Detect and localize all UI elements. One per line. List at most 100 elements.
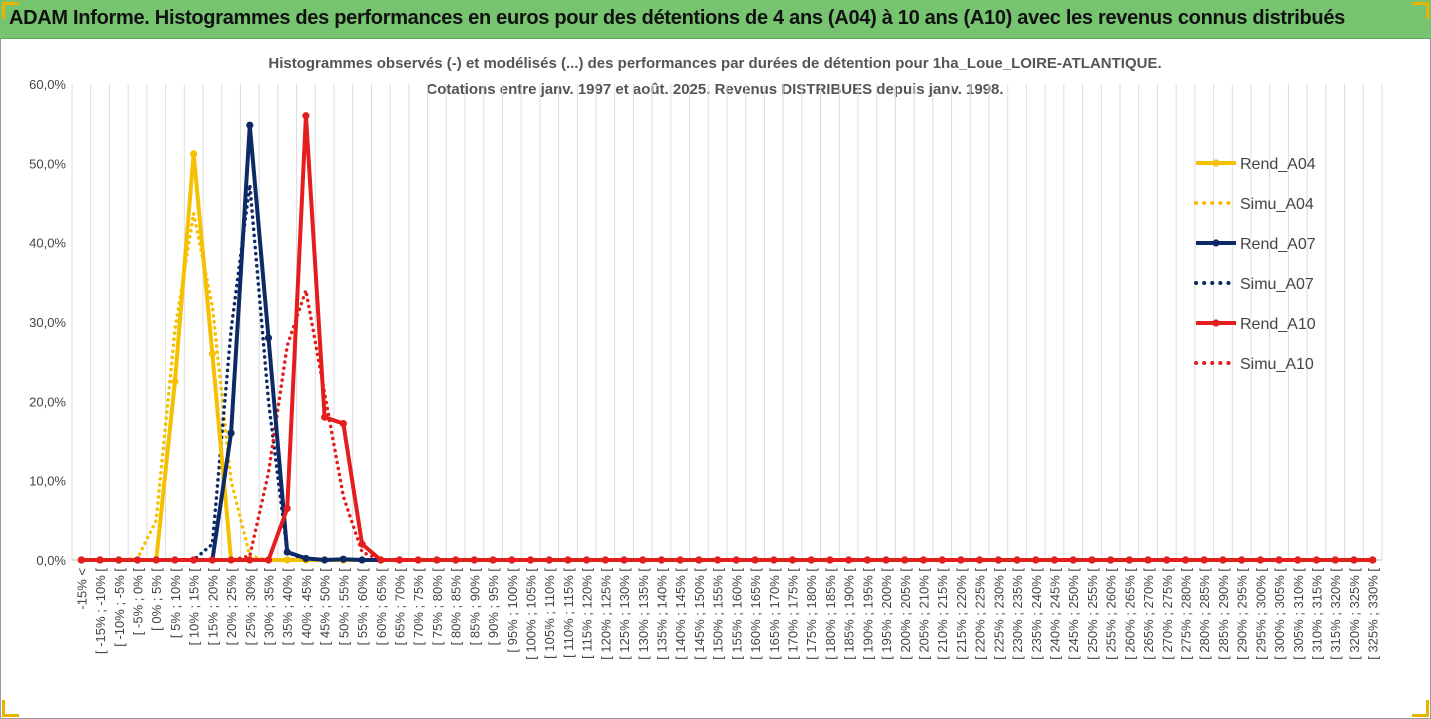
x-tick-label: [ 55% ; 60% [ xyxy=(355,568,370,646)
x-tick-label: [ 115% ; 120% [ xyxy=(580,568,595,659)
selection-handle-top-left[interactable] xyxy=(2,2,19,19)
data-point xyxy=(1181,556,1190,564)
series-Rend_A10 xyxy=(77,112,1377,564)
data-point xyxy=(264,334,273,342)
selection-handle-bottom-left[interactable] xyxy=(2,700,19,717)
data-point xyxy=(339,555,347,563)
data-point xyxy=(807,556,815,564)
x-tick-label: [ 135% ; 140% [ xyxy=(655,568,670,660)
data-point xyxy=(133,556,142,564)
data-point xyxy=(302,112,310,120)
x-tick-label: [ 290% ; 295% [ xyxy=(1235,568,1250,660)
data-point xyxy=(1219,556,1227,564)
legend-item-Simu_A04: Simu_A04 xyxy=(1194,196,1314,213)
x-tick-label: [ 170% ; 175% [ xyxy=(786,568,801,660)
data-point xyxy=(171,377,179,386)
data-point xyxy=(957,556,965,564)
legend-marker xyxy=(1212,239,1220,247)
data-point xyxy=(751,556,759,564)
legend-item-Rend_A10: Rend_A10 xyxy=(1196,316,1316,333)
x-tick-label: [ 200% ; 205% [ xyxy=(898,568,913,660)
legend-label: Rend_A07 xyxy=(1240,236,1316,253)
data-point xyxy=(545,556,553,564)
legend-label: Simu_A07 xyxy=(1240,276,1314,293)
x-tick-label: [ 130% ; 135% [ xyxy=(636,568,651,660)
selection-handle-top-right[interactable] xyxy=(1412,2,1429,19)
data-point xyxy=(208,556,216,564)
series-line xyxy=(81,113,1373,562)
legend-item-Simu_A10: Simu_A10 xyxy=(1194,356,1314,373)
x-tick-label: [ 180% ; 185% [ xyxy=(823,568,838,660)
x-tick-label: [ 30% ; 35% [ xyxy=(262,568,277,646)
y-tick-label: 50,0% xyxy=(29,156,66,171)
data-point xyxy=(1107,556,1115,564)
x-tick-label: [ 210% ; 215% [ xyxy=(935,568,950,660)
x-tick-label: [ 315% ; 320% [ xyxy=(1328,568,1343,660)
data-point xyxy=(1331,556,1339,564)
data-point xyxy=(115,556,123,564)
data-point xyxy=(339,419,347,428)
data-point xyxy=(452,556,460,564)
x-tick-label: [ 10% ; 15% [ xyxy=(187,568,202,646)
y-tick-label: 30,0% xyxy=(29,315,66,330)
x-tick-label: [ 100% ; 105% [ xyxy=(524,568,539,660)
x-tick-label: [ 175% ; 180% [ xyxy=(804,568,819,660)
y-tick-label: 20,0% xyxy=(29,394,66,409)
x-tick-label: [ 145% ; 150% [ xyxy=(692,568,707,660)
data-point xyxy=(1275,556,1283,564)
legend-item-Rend_A07: Rend_A07 xyxy=(1196,236,1316,253)
x-tick-label: [ -15% ; -10% [ xyxy=(93,568,108,654)
x-tick-label: [ 25% ; 30% [ xyxy=(243,568,258,646)
data-point xyxy=(1088,556,1096,564)
data-point xyxy=(227,556,235,564)
data-point xyxy=(583,556,591,564)
data-point xyxy=(321,413,329,421)
legend-item-Rend_A04: Rend_A04 xyxy=(1196,156,1316,173)
x-tick-label: [ 150% ; 155% [ xyxy=(711,568,726,660)
legend-marker xyxy=(1212,159,1220,167)
chart-title: Histogrammes observés (-) et modélisés (… xyxy=(268,55,1161,72)
data-point xyxy=(470,556,478,564)
data-point xyxy=(395,556,404,564)
x-tick-label: [ 110% ; 115% [ xyxy=(561,568,576,658)
data-point xyxy=(938,556,946,564)
legend-label: Rend_A04 xyxy=(1240,156,1316,173)
data-point xyxy=(1238,556,1246,564)
data-point xyxy=(414,556,422,564)
legend: Rend_A04 Simu_A04 Rend_A07 Simu_A07 Rend_A10… xyxy=(1194,156,1316,373)
data-point xyxy=(882,556,890,564)
data-point xyxy=(620,556,628,564)
x-tick-label: [ 165% ; 170% [ xyxy=(767,568,782,660)
x-tick-label: [ 230% ; 235% [ xyxy=(1010,568,1025,660)
data-point xyxy=(788,556,797,564)
data-point xyxy=(601,556,609,564)
data-point xyxy=(714,556,722,564)
x-tick-label: [ 215% ; 220% [ xyxy=(954,568,969,660)
legend-label: Rend_A10 xyxy=(1240,316,1316,333)
data-point xyxy=(283,556,291,564)
x-tick-label: [ 245% ; 250% [ xyxy=(1066,568,1081,660)
x-tick-label: [ 140% ; 145% [ xyxy=(673,568,688,660)
data-point xyxy=(1069,556,1077,564)
x-tick-label: [ 190% ; 195% [ xyxy=(860,568,875,660)
data-point xyxy=(96,556,104,564)
y-tick-label: 60,0% xyxy=(29,77,66,92)
selection-handle-bottom-right[interactable] xyxy=(1412,700,1429,717)
data-point xyxy=(246,556,254,564)
report-title: ADAM Informe. Histogrammes des performan… xyxy=(9,7,1345,29)
data-point xyxy=(695,556,703,564)
x-tick-label: [ 125% ; 130% [ xyxy=(617,568,632,660)
x-tick-label: [ 300% ; 305% [ xyxy=(1272,568,1287,660)
data-point xyxy=(208,350,216,358)
data-point xyxy=(1312,556,1321,564)
data-point xyxy=(1125,556,1133,564)
data-point xyxy=(1256,556,1264,564)
data-point xyxy=(1369,556,1377,564)
data-point xyxy=(171,556,179,564)
legend-item-Simu_A07: Simu_A07 xyxy=(1194,276,1314,293)
data-point xyxy=(845,556,853,564)
legend-label: Simu_A04 xyxy=(1240,196,1314,213)
data-point xyxy=(358,540,366,548)
series-layer xyxy=(77,112,1377,564)
data-point xyxy=(676,556,684,564)
